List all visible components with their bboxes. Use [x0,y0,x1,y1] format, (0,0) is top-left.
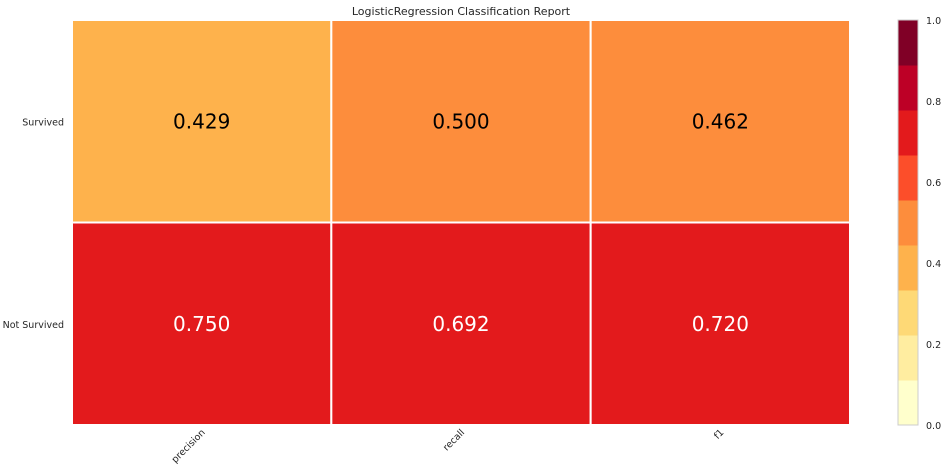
x-tick-label: recall [441,427,467,453]
y-tick-labels: Survived Not Survived [3,117,64,331]
colorbar-tick-label: 0.6 [926,178,941,189]
colorbar-tick-label: 0.8 [926,97,941,108]
cell-value-label: 0.750 [173,312,230,336]
colorbar-tick-label: 0.0 [926,421,941,432]
heatmap-cell [330,221,592,426]
x-tick-labels: precision recall f1 [170,427,727,465]
cell-value-label: 0.429 [173,109,230,133]
heatmap-cell [330,19,592,224]
cell-value-label: 0.462 [692,109,749,133]
heatmap-cell [589,19,852,224]
y-tick-label: Survived [22,117,64,128]
colorbar-tick-label: 0.4 [926,259,941,270]
colorbar-tick-labels: 0.0 0.2 0.4 0.6 0.8 1.0 [926,16,941,432]
cell-value-label: 0.500 [432,109,489,133]
colorbar-segment [898,245,918,291]
x-tick-label: f1 [712,427,726,441]
colorbar-segment [898,155,918,201]
heatmap-cells: 0.429 0.500 0.462 0.750 0.692 0.720 [71,19,852,426]
cell-value-label: 0.692 [432,312,489,336]
chart-title: LogisticRegression Classification Report [352,5,571,18]
colorbar-frame [897,19,919,426]
x-tick-label: precision [170,427,208,465]
colorbar-segment [898,20,918,66]
heatmap-cell [589,221,852,426]
colorbar-segment [898,65,918,111]
colorbar-segment [898,200,918,246]
heatmap-cell [71,221,333,426]
heatmap-cell [71,19,333,224]
colorbar-tick-label: 1.0 [926,16,941,27]
colorbar-segment [898,290,918,336]
cell-value-label: 0.720 [692,312,749,336]
colorbar [897,19,919,426]
colorbar-tick-label: 0.2 [926,340,941,351]
colorbar-segment [898,110,918,156]
y-tick-label: Not Survived [3,320,64,331]
colorbar-segment [898,380,918,426]
colorbar-segment [898,335,918,381]
